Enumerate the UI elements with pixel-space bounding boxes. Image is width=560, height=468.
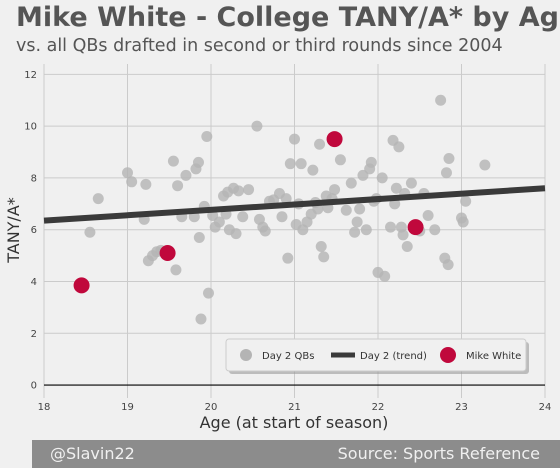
day2-point bbox=[180, 169, 192, 181]
y-tick-labels: 0 2 4 6 8 10 12 bbox=[24, 70, 37, 392]
day2-point bbox=[440, 167, 452, 179]
day2-point bbox=[393, 141, 405, 153]
chart-subtitle: vs. all QBs drafted in second or third r… bbox=[16, 36, 503, 56]
mike-white-point bbox=[326, 131, 343, 148]
day2-point bbox=[233, 185, 245, 197]
x-tick-label: 20 bbox=[205, 402, 218, 413]
day2-point bbox=[354, 203, 366, 215]
day2-point bbox=[345, 177, 357, 189]
chart-title: Mike White - College TANY/A* by Age bbox=[16, 2, 560, 33]
footer-source: Source: Sports Reference bbox=[337, 444, 540, 463]
day2-point bbox=[170, 264, 182, 276]
day2-point bbox=[385, 221, 397, 233]
day2-point bbox=[479, 159, 491, 171]
day2-point bbox=[429, 224, 441, 236]
day2-point bbox=[334, 154, 346, 166]
day2-point bbox=[202, 287, 214, 299]
day2-point bbox=[318, 251, 330, 263]
day2-point bbox=[84, 226, 96, 238]
y-tick-label: 12 bbox=[24, 70, 37, 81]
day2-point bbox=[307, 164, 319, 176]
legend: Day 2 QBs Day 2 (trend) Mike White bbox=[225, 338, 529, 374]
legend-day2-marker bbox=[240, 349, 252, 361]
x-tick-label: 22 bbox=[372, 402, 385, 413]
day2-point bbox=[122, 167, 133, 179]
day2-point bbox=[376, 172, 388, 184]
day2-point bbox=[282, 252, 294, 264]
y-tick-label: 8 bbox=[31, 173, 37, 184]
day2-point bbox=[193, 231, 205, 243]
x-tick-labels: 18 19 20 21 22 23 24 bbox=[38, 402, 552, 413]
x-tick-label: 18 bbox=[38, 402, 51, 413]
day2-point bbox=[276, 211, 288, 223]
x-axis-label: Age (at start of season) bbox=[200, 413, 389, 432]
day2-point bbox=[284, 158, 296, 170]
day2-point bbox=[167, 155, 179, 167]
trend-line bbox=[43, 185, 546, 224]
day2-point bbox=[435, 94, 447, 106]
legend-mike-marker bbox=[440, 347, 456, 363]
mike-white-point bbox=[73, 277, 90, 294]
day2-point bbox=[422, 209, 434, 221]
y-tick-label: 6 bbox=[31, 225, 37, 236]
day2-point bbox=[365, 156, 377, 168]
day2-point bbox=[315, 241, 327, 253]
day2-point bbox=[126, 176, 138, 188]
day2-point bbox=[201, 130, 213, 142]
day2-point bbox=[340, 204, 352, 216]
day2-point bbox=[349, 226, 361, 238]
mike-white-point bbox=[407, 219, 424, 236]
day2-point bbox=[230, 228, 242, 240]
day2-point bbox=[289, 133, 300, 145]
day2-point bbox=[295, 158, 307, 170]
day2-point bbox=[213, 216, 225, 228]
day2-point bbox=[379, 270, 391, 282]
legend-day2-label: Day 2 QBs bbox=[262, 351, 314, 362]
x-tick-label: 19 bbox=[121, 402, 134, 413]
x-tick-label: 23 bbox=[455, 402, 468, 413]
day2-point bbox=[442, 259, 454, 271]
x-tick-label: 24 bbox=[539, 402, 552, 413]
day2-point bbox=[401, 241, 413, 253]
day2-point bbox=[312, 203, 324, 215]
y-tick-label: 10 bbox=[24, 122, 37, 133]
day2-point bbox=[390, 182, 402, 194]
mike-white-point bbox=[159, 245, 176, 262]
y-axis-label: TANY/A* bbox=[4, 197, 23, 264]
day2-point bbox=[329, 184, 341, 196]
day2-point bbox=[460, 195, 472, 207]
day2-point bbox=[243, 184, 255, 196]
day2-point bbox=[251, 120, 263, 132]
legend-mike-label: Mike White bbox=[466, 351, 521, 362]
y-tick-label: 2 bbox=[31, 329, 37, 340]
day2-point bbox=[314, 138, 326, 150]
day2-points bbox=[84, 94, 491, 325]
day2-point bbox=[457, 216, 469, 228]
day2-point bbox=[140, 178, 152, 190]
day2-point bbox=[172, 180, 184, 192]
day2-point bbox=[280, 193, 292, 205]
day2-point bbox=[259, 225, 271, 237]
day2-point bbox=[360, 224, 372, 236]
x-tick-label: 21 bbox=[288, 402, 301, 413]
y-tick-label: 4 bbox=[31, 277, 37, 288]
footer-bar: @Slavin22 Source: Sports Reference bbox=[32, 440, 560, 468]
day2-point bbox=[237, 211, 249, 223]
day2-point bbox=[405, 177, 417, 189]
day2-point bbox=[192, 156, 204, 168]
day2-point bbox=[351, 216, 363, 228]
footer-author: @Slavin22 bbox=[50, 444, 135, 463]
day2-point bbox=[397, 229, 409, 241]
day2-point bbox=[92, 193, 104, 205]
day2-point bbox=[443, 153, 455, 165]
mike-white-points bbox=[73, 131, 424, 294]
day2-point bbox=[195, 313, 207, 325]
y-tick-label: 0 bbox=[31, 381, 37, 392]
legend-trend-label: Day 2 (trend) bbox=[360, 351, 427, 362]
